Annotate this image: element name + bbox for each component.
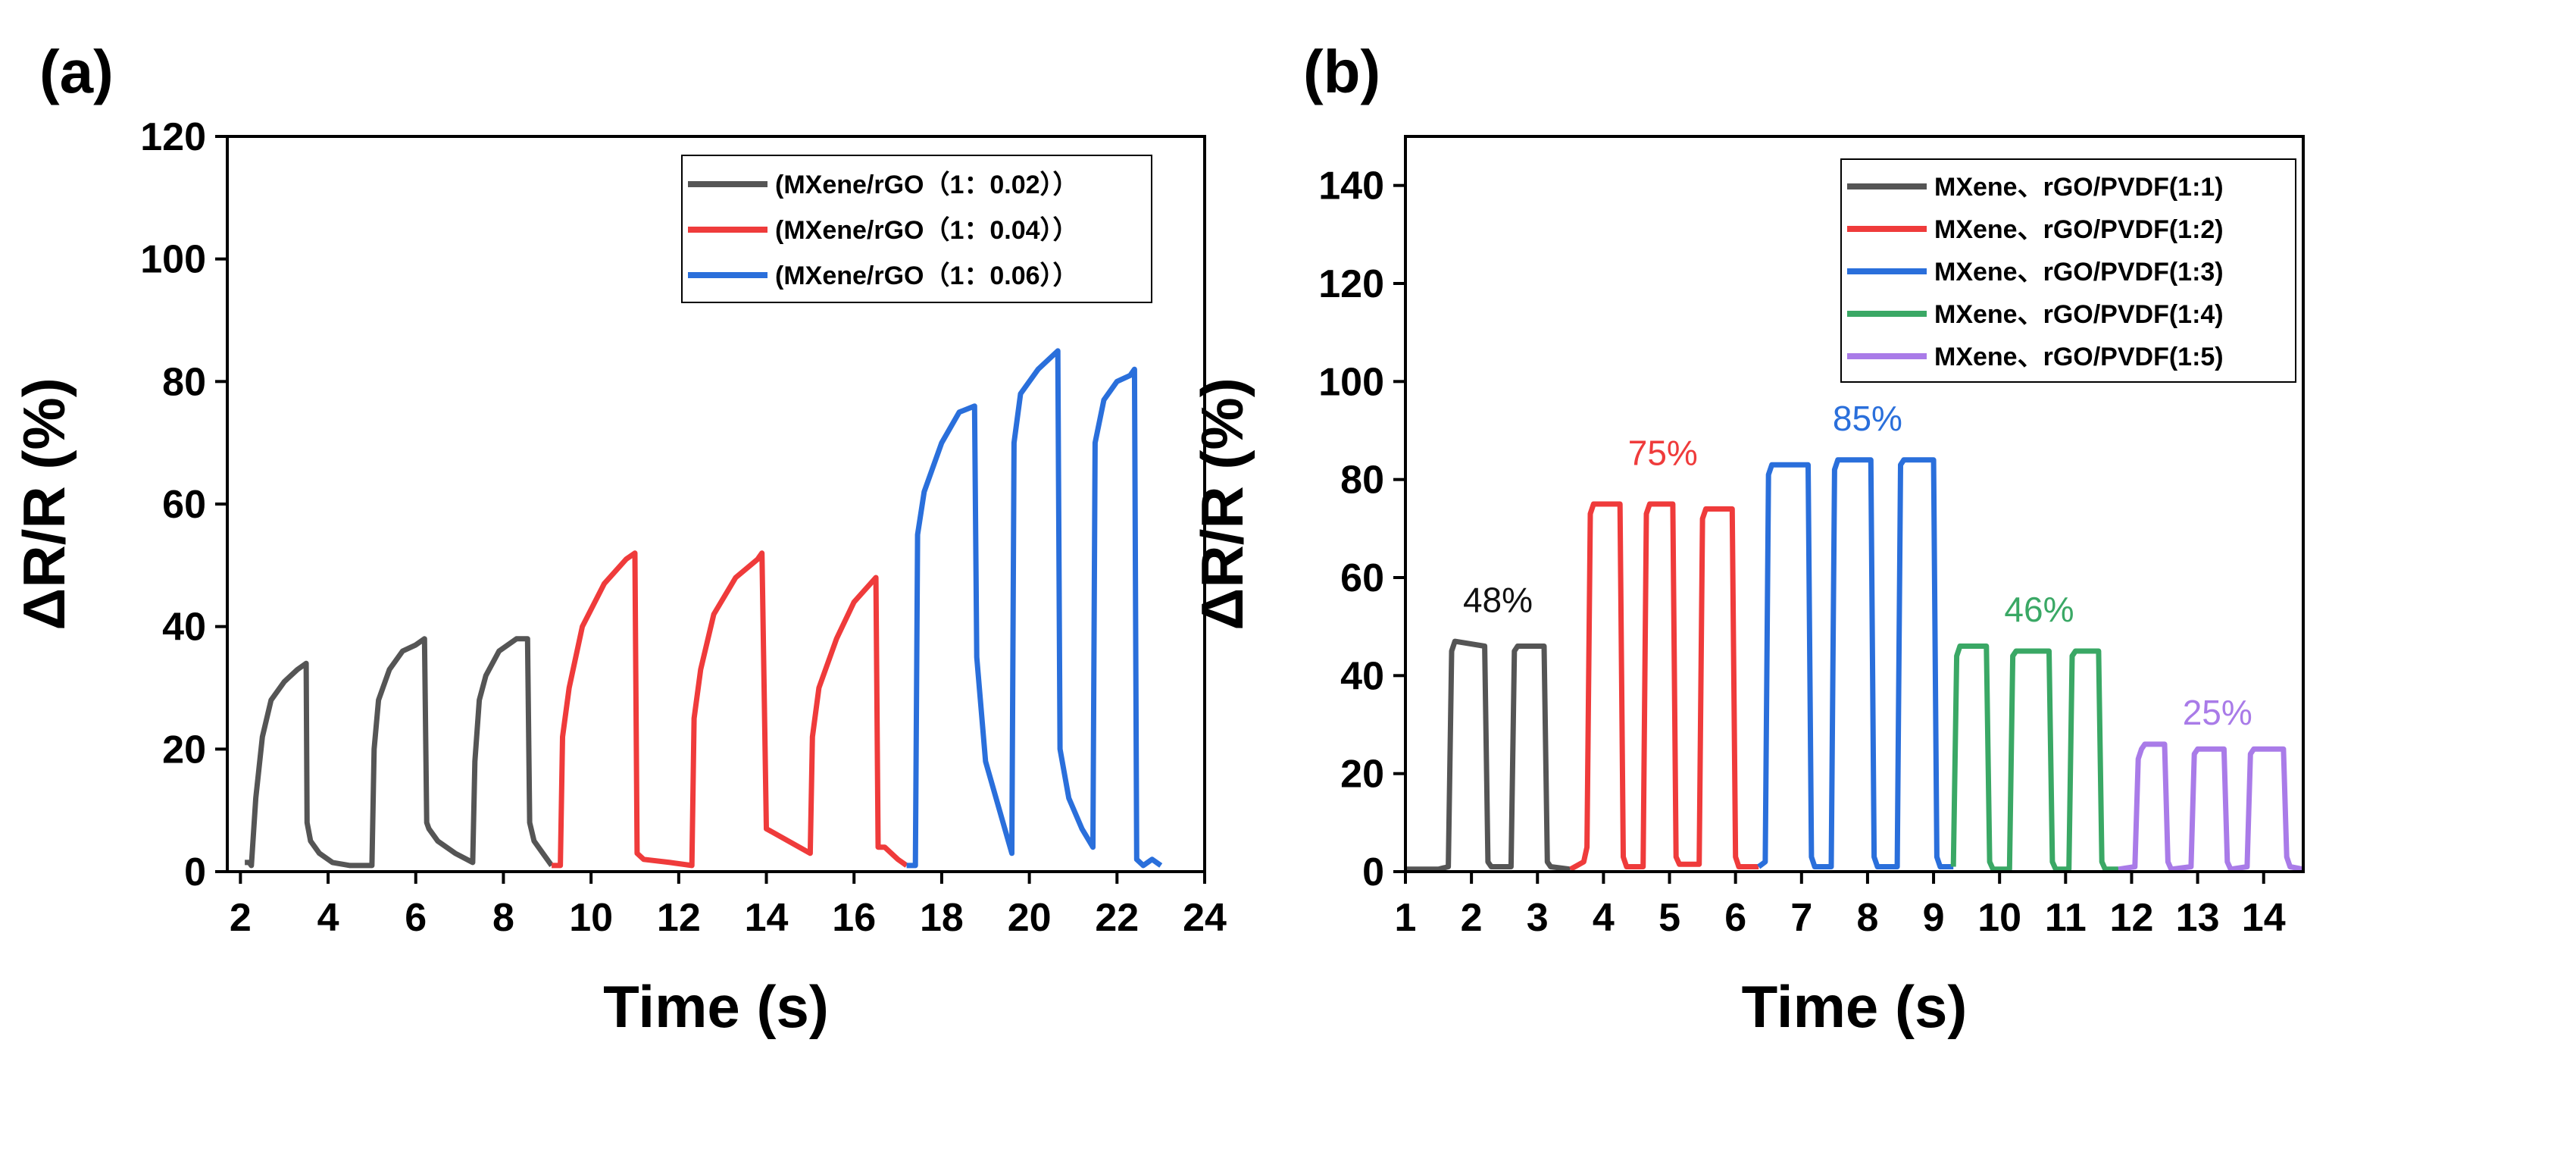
series-line-1 [245,636,554,869]
x-tick-label: 6 [1724,896,1746,940]
x-tick-label: 7 [1790,896,1812,940]
peak-annotation: 48% [1463,580,1533,619]
series-line-2 [1569,501,1759,872]
legend-label: MXene、rGO/PVDF(1:5) [1934,343,2224,371]
legend-label: MXene、rGO/PVDF(1:2) [1934,215,2224,244]
x-tick-label: 16 [832,896,876,940]
x-tick-label: 6 [405,896,427,940]
series-line-4 [1950,643,2118,872]
x-tick-label: 12 [2110,896,2154,940]
legend-label: MXene、rGO/PVDF(1:4) [1934,300,2224,329]
y-tick-label: 40 [162,606,206,650]
y-tick-label: 140 [1318,164,1384,208]
y-tick-label: 100 [140,238,206,282]
series-line-5 [2118,741,2304,872]
peak-annotation: 75% [1628,433,1698,472]
series-line-3 [1757,457,1954,869]
x-tick-label: 12 [657,896,701,940]
legend-label: MXene、rGO/PVDF(1:3) [1934,258,2224,287]
x-tick-label: 14 [745,896,789,940]
legend-label: MXene、rGO/PVDF(1:1) [1934,173,2224,202]
peak-annotation: 85% [1833,399,1902,438]
panel-b-label: (b) [1303,38,1380,105]
y-tick-label: 40 [1340,654,1384,698]
x-tick-label: 5 [1658,896,1680,940]
series-line-2 [552,550,908,869]
x-tick-label: 20 [1008,896,1052,940]
x-tick-label: 9 [1923,896,1945,940]
x-tick-label: 1 [1395,896,1417,940]
x-axis-title: Time (s) [1742,973,1968,1040]
x-tick-label: 22 [1095,896,1139,940]
chart-panel-a: 2 4 6 8 10 12 14 16 18 20 22 24020406080100120Time … [11,115,1227,1040]
y-tick-label: 60 [1340,556,1384,600]
x-tick-label: 8 [1856,896,1878,940]
y-tick-label: 120 [140,115,206,159]
x-tick-label: 2 [1461,896,1483,940]
y-tick-label: 20 [162,728,206,772]
x-tick-label: 3 [1527,896,1549,940]
y-tick-label: 100 [1318,360,1384,404]
y-axis-title: ΔR/R (%) [11,377,77,630]
x-axis-title: Time (s) [603,973,829,1040]
x-tick-label: 4 [1593,896,1615,940]
series-line-3 [906,348,1163,869]
panel-a-label: (a) [39,38,114,105]
y-tick-label: 80 [162,360,206,404]
peak-annotation: 25% [2183,693,2252,732]
x-tick-label: 18 [920,896,964,940]
x-tick-label: 11 [2045,896,2087,940]
x-tick-label: 8 [492,896,514,940]
x-tick-label: 2 [230,896,252,940]
y-tick-label: 60 [162,483,206,527]
legend-label: (MXene/rGO（1：0.04）） [775,215,1079,245]
series-line-1 [1405,638,1571,872]
x-tick-label: 24 [1183,896,1227,940]
y-axis-title: ΔR/R (%) [1189,377,1255,630]
x-tick-label: 13 [2176,896,2220,940]
y-tick-label: 80 [1340,459,1384,503]
y-tick-label: 0 [1362,850,1384,894]
x-tick-label: 4 [317,896,339,940]
y-tick-label: 120 [1318,262,1384,306]
peak-annotation: 46% [2004,590,2074,629]
plot-frame [1404,135,2305,873]
y-tick-label: 0 [184,850,206,894]
x-tick-label: 10 [1977,896,2021,940]
x-tick-label: 14 [2242,896,2286,940]
legend-label: (MXene/rGO（1：0.06）） [775,261,1079,290]
legend-label: (MXene/rGO（1：0.02）） [775,170,1079,199]
x-tick-label: 10 [569,896,613,940]
y-tick-label: 20 [1340,753,1384,797]
chart-panel-b: 1 2 3 4 5 6 7 8 9 10 11 12 13 14020406080100120140Tim… [1189,135,2305,1040]
